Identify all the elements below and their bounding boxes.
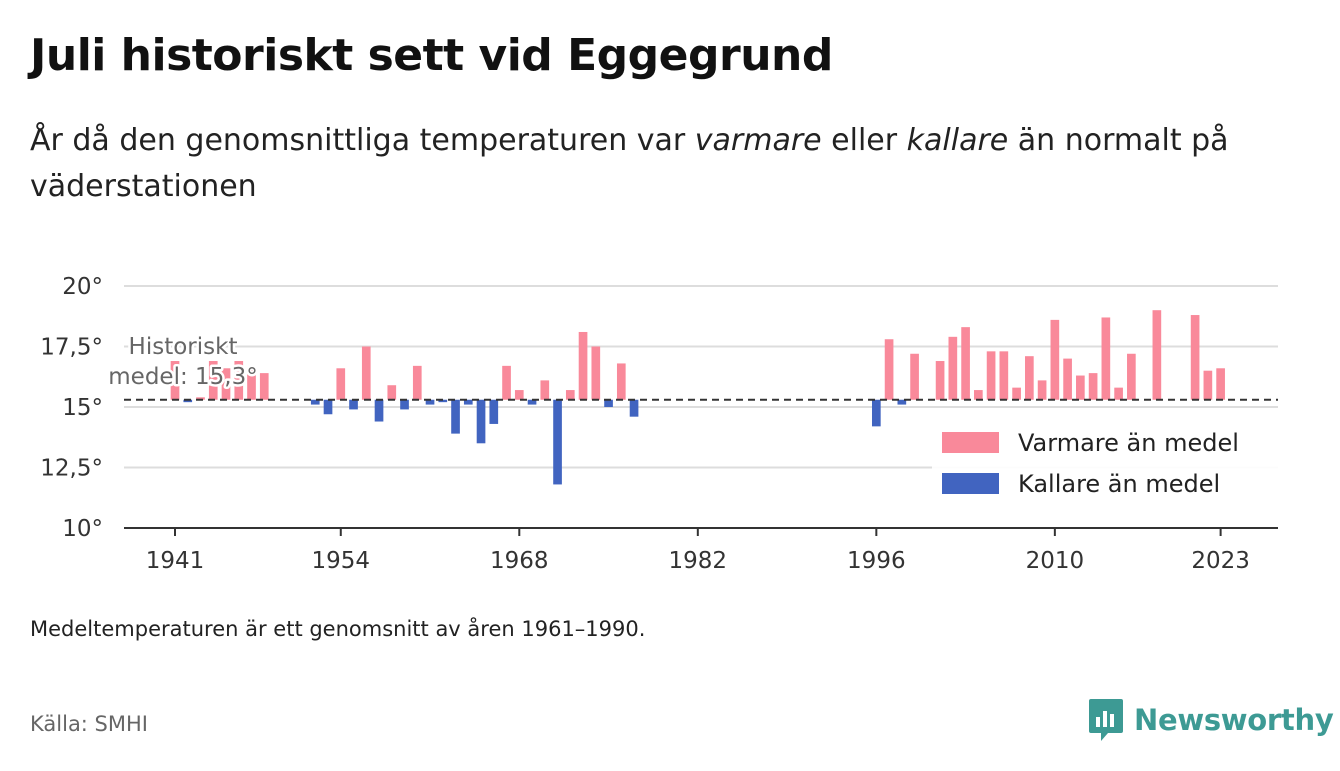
bar-warm xyxy=(1063,358,1072,400)
chart-title: Juli historiskt sett vid Eggegrund xyxy=(30,30,833,81)
bar-cold xyxy=(871,399,881,427)
subtitle-emphasis-warmer: varmare xyxy=(694,123,822,158)
subtitle-text: eller xyxy=(821,123,907,158)
bar-warm xyxy=(196,397,205,400)
bar-warm xyxy=(1025,356,1034,400)
bar-cold xyxy=(323,399,333,415)
bar-warm xyxy=(1037,380,1047,400)
bar-warm xyxy=(336,368,346,400)
bar-warm xyxy=(387,385,397,400)
y-tick-label: 12,5° xyxy=(40,456,103,482)
legend-label: Kallare än medel xyxy=(1018,470,1220,498)
bar-cold xyxy=(374,399,384,422)
subtitle-emphasis-colder: kallare xyxy=(906,123,1009,158)
bar-warm xyxy=(221,368,231,400)
bar-warm xyxy=(999,351,1009,400)
subtitle-text: År då den genomsnittliga temperaturen va… xyxy=(30,123,695,158)
bar-cold xyxy=(310,399,320,405)
baseline-label-line2: medel: 15,3° xyxy=(108,364,257,390)
brand-logo: Newsworthy xyxy=(1088,697,1334,743)
bar-warm xyxy=(910,353,919,400)
bar-warm xyxy=(578,331,588,400)
bar-warm xyxy=(616,363,626,400)
bar-warm xyxy=(1076,375,1085,400)
bar-warm xyxy=(1203,370,1213,400)
bar-warm xyxy=(935,361,945,400)
bar-cold xyxy=(463,399,473,405)
bar-warm xyxy=(361,346,371,400)
legend-swatch xyxy=(942,432,999,453)
brand-name: Newsworthy xyxy=(1134,703,1334,737)
bar-warm xyxy=(1101,317,1111,400)
chart-subtitle: År då den genomsnittliga temperaturen va… xyxy=(30,118,1270,210)
legend-swatch xyxy=(942,473,999,494)
y-tick-label: 10° xyxy=(62,516,103,542)
x-tick-label: 2010 xyxy=(1026,548,1085,574)
bar-warm xyxy=(502,365,511,400)
newsworthy-logo-icon xyxy=(1089,699,1123,741)
y-tick-label: 20° xyxy=(62,274,103,300)
x-tick-label: 1954 xyxy=(312,548,371,574)
bar-warm xyxy=(591,346,601,400)
bar-cold xyxy=(476,399,486,444)
bar-warm xyxy=(247,368,256,400)
bar-warm xyxy=(1152,310,1162,400)
bar-warm xyxy=(208,361,218,400)
bar-warm xyxy=(974,390,983,400)
x-tick-label: 1968 xyxy=(490,548,549,574)
x-tick-label: 1941 xyxy=(146,548,205,574)
legend-label: Varmare än medel xyxy=(1018,429,1239,457)
bar-warm xyxy=(1190,315,1200,400)
bar-warm xyxy=(412,365,422,400)
bar-cold xyxy=(400,399,409,410)
bar-warm xyxy=(234,361,244,400)
bar-cold xyxy=(349,399,358,410)
source-note: Källa: SMHI xyxy=(30,712,148,736)
bar-warm xyxy=(514,390,524,400)
bar-cold xyxy=(897,399,907,405)
bar-cold xyxy=(604,399,613,407)
footnote: Medeltemperaturen är ett genomsnitt av å… xyxy=(30,617,646,641)
baseline-label-line1: Historiskt xyxy=(129,334,238,360)
bar-cold xyxy=(451,399,460,434)
bar-warm xyxy=(884,339,894,400)
y-tick-label: 15° xyxy=(62,395,103,421)
bar-cold xyxy=(629,399,639,417)
bar-warm xyxy=(1012,387,1021,400)
bar-warm xyxy=(540,380,550,400)
bar-warm xyxy=(565,390,575,400)
bar-cold xyxy=(527,399,537,405)
bar-warm xyxy=(1216,368,1225,400)
bar-warm xyxy=(170,361,180,400)
bar-cold xyxy=(489,399,499,424)
x-tick-label: 1996 xyxy=(847,548,906,574)
bar-cold xyxy=(438,399,448,403)
bar-cold xyxy=(425,399,435,405)
bar-warm xyxy=(986,351,996,400)
bar-warm xyxy=(961,327,970,400)
bar-warm xyxy=(948,336,958,400)
x-tick-label: 1982 xyxy=(669,548,728,574)
y-tick-label: 17,5° xyxy=(40,335,103,361)
bar-warm xyxy=(259,373,269,400)
subtitle-text: än normalt på väderstationen xyxy=(30,123,1229,204)
bar-cold xyxy=(553,399,562,485)
bar-cold xyxy=(183,399,193,403)
bar-warm xyxy=(1127,353,1136,400)
bar-warm xyxy=(1114,387,1123,400)
x-tick-label: 2023 xyxy=(1191,548,1250,574)
bar-warm xyxy=(1088,373,1098,400)
bar-warm xyxy=(1050,319,1060,400)
